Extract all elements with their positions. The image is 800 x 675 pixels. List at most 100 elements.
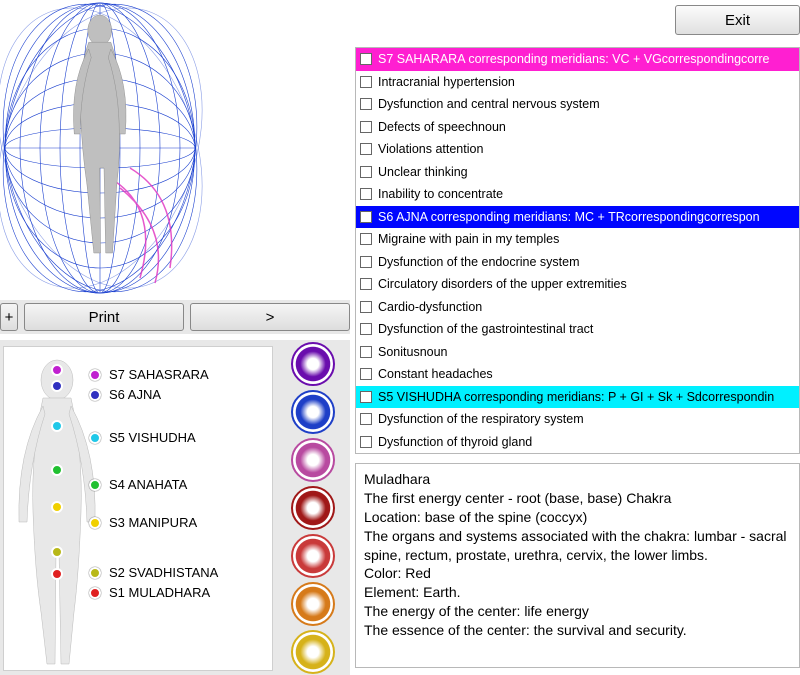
condition-text: Dysfunction of thyroid gland (378, 435, 532, 449)
chakra-icon-column (278, 342, 348, 674)
condition-item[interactable]: Cardio-dysfunction (356, 296, 799, 319)
checkbox[interactable] (360, 368, 372, 380)
description-line: Element: Earth. (364, 583, 791, 602)
next-button[interactable]: > (190, 303, 350, 331)
chakra-label-s2[interactable]: S2 SVADHISTANA (89, 565, 269, 580)
checkbox[interactable] (360, 53, 372, 65)
checkbox[interactable] (360, 436, 372, 448)
chakra-dot-icon (89, 479, 101, 491)
condition-text: Migraine with pain in my temples (378, 232, 559, 246)
chakra-dot-icon (89, 369, 101, 381)
chakra-label-text: S4 ANAHATA (109, 477, 187, 492)
description-line: Color: Red (364, 564, 791, 583)
condition-item[interactable]: Dysfunction of thyroid gland (356, 431, 799, 454)
checkbox[interactable] (360, 233, 372, 245)
description-line: The energy of the center: life energy (364, 602, 791, 621)
condition-text: Intracranial hypertension (378, 75, 515, 89)
chakra-label-text: S2 SVADHISTANA (109, 565, 218, 580)
condition-item[interactable]: Inability to concentrate (356, 183, 799, 206)
chakra-mandala-icon[interactable] (291, 534, 335, 578)
condition-item[interactable]: Circulatory disorders of the upper extre… (356, 273, 799, 296)
checkbox[interactable] (360, 323, 372, 335)
description-box: Muladhara The first energy center - root… (355, 463, 800, 668)
chakra-label-s1[interactable]: S1 MULADHARA (89, 585, 269, 600)
chakra-label-text: S3 MANIPURA (109, 515, 197, 530)
checkbox[interactable] (360, 256, 372, 268)
chakra-dot-icon (89, 567, 101, 579)
description-line: The organs and systems associated with t… (364, 527, 791, 565)
checkbox[interactable] (360, 188, 372, 200)
checkbox[interactable] (360, 98, 372, 110)
chakra-mandala-icon[interactable] (291, 630, 335, 674)
condition-text: Circulatory disorders of the upper extre… (378, 277, 627, 291)
description-line: The first energy center - root (base, ba… (364, 489, 791, 508)
chakra-label-text: S5 VISHUDHA (109, 430, 196, 445)
chakra-dot-icon (89, 389, 101, 401)
condition-item[interactable]: Sonitusnoun (356, 341, 799, 364)
condition-text: Inability to concentrate (378, 187, 503, 201)
condition-text: Cardio-dysfunction (378, 300, 482, 314)
condition-text: Violations attention (378, 142, 483, 156)
condition-item[interactable]: Dysfunction of the respiratory system (356, 408, 799, 431)
condition-item[interactable]: Dysfunction of the endocrine system (356, 251, 799, 274)
checkbox[interactable] (360, 143, 372, 155)
checkbox[interactable] (360, 391, 372, 403)
chakra-label-s6[interactable]: S6 AJNA (89, 387, 269, 402)
condition-header-text: S7 SAHARARA corresponding meridians: VC … (378, 52, 770, 66)
chakra-label-s5[interactable]: S5 VISHUDHA (89, 430, 269, 445)
condition-item[interactable]: Migraine with pain in my temples (356, 228, 799, 251)
condition-item[interactable]: Dysfunction parathyroid (356, 453, 799, 454)
chakra-label-s4[interactable]: S4 ANAHATA (89, 477, 269, 492)
condition-list[interactable]: S7 SAHARARA corresponding meridians: VC … (355, 47, 800, 454)
condition-text: Defects of speechnoun (378, 120, 506, 134)
checkbox[interactable] (360, 413, 372, 425)
condition-item[interactable]: Violations attention (356, 138, 799, 161)
exit-button[interactable]: Exit (675, 5, 800, 35)
checkbox[interactable] (360, 346, 372, 358)
condition-item[interactable]: Intracranial hypertension (356, 71, 799, 94)
condition-item[interactable]: Unclear thinking (356, 161, 799, 184)
condition-text: Unclear thinking (378, 165, 468, 179)
chakra-label-s7[interactable]: S7 SAHASRARA (89, 367, 269, 382)
checkbox[interactable] (360, 211, 372, 223)
condition-text: Sonitusnoun (378, 345, 448, 359)
description-title: Muladhara (364, 470, 791, 489)
chakra-dot-icon (89, 432, 101, 444)
condition-text: Dysfunction of the endocrine system (378, 255, 580, 269)
condition-text: Dysfunction parathyroid (378, 453, 509, 454)
chakra-dot-icon (89, 587, 101, 599)
description-line: The essence of the center: the survival … (364, 621, 791, 640)
chakra-mandala-icon[interactable] (291, 390, 335, 434)
chakra-mandala-icon[interactable] (291, 438, 335, 482)
condition-header-text: S5 VISHUDHA corresponding meridians: P +… (378, 390, 774, 404)
chakra-body-diagram: S7 SAHASRARA S6 AJNA S5 VISHUDHA S4 ANAHATA… (3, 346, 273, 671)
chakra-mandala-icon[interactable] (291, 486, 335, 530)
print-button[interactable]: Print (24, 303, 184, 331)
condition-item[interactable]: Constant headaches (356, 363, 799, 386)
plus-button[interactable]: + (0, 303, 18, 331)
chakra-panel: S7 SAHASRARA S6 AJNA S5 VISHUDHA S4 ANAHATA… (0, 340, 350, 675)
chakra-label-text: S7 SAHASRARA (109, 367, 209, 382)
checkbox[interactable] (360, 278, 372, 290)
checkbox[interactable] (360, 301, 372, 313)
chakra-label-s3[interactable]: S3 MANIPURA (89, 515, 269, 530)
description-line: Location: base of the spine (coccyx) (364, 508, 791, 527)
condition-header-text: S6 AJNA corresponding meridians: MC + TR… (378, 210, 760, 224)
condition-section-header[interactable]: S7 SAHARARA corresponding meridians: VC … (356, 48, 799, 71)
condition-item[interactable]: Defects of speechnoun (356, 116, 799, 139)
chakra-mandala-icon[interactable] (291, 582, 335, 626)
checkbox[interactable] (360, 166, 372, 178)
condition-text: Constant headaches (378, 367, 493, 381)
checkbox[interactable] (360, 121, 372, 133)
condition-section-header[interactable]: S5 VISHUDHA corresponding meridians: P +… (356, 386, 799, 409)
condition-section-header[interactable]: S6 AJNA corresponding meridians: MC + TR… (356, 206, 799, 229)
chakra-label-text: S1 MULADHARA (109, 585, 210, 600)
condition-text: Dysfunction and central nervous system (378, 97, 600, 111)
condition-item[interactable]: Dysfunction and central nervous system (356, 93, 799, 116)
button-row: + Print > (0, 300, 350, 334)
condition-text: Dysfunction of the gastrointestinal trac… (378, 322, 593, 336)
chakra-label-text: S6 AJNA (109, 387, 161, 402)
chakra-mandala-icon[interactable] (291, 342, 335, 386)
checkbox[interactable] (360, 76, 372, 88)
condition-item[interactable]: Dysfunction of the gastrointestinal trac… (356, 318, 799, 341)
